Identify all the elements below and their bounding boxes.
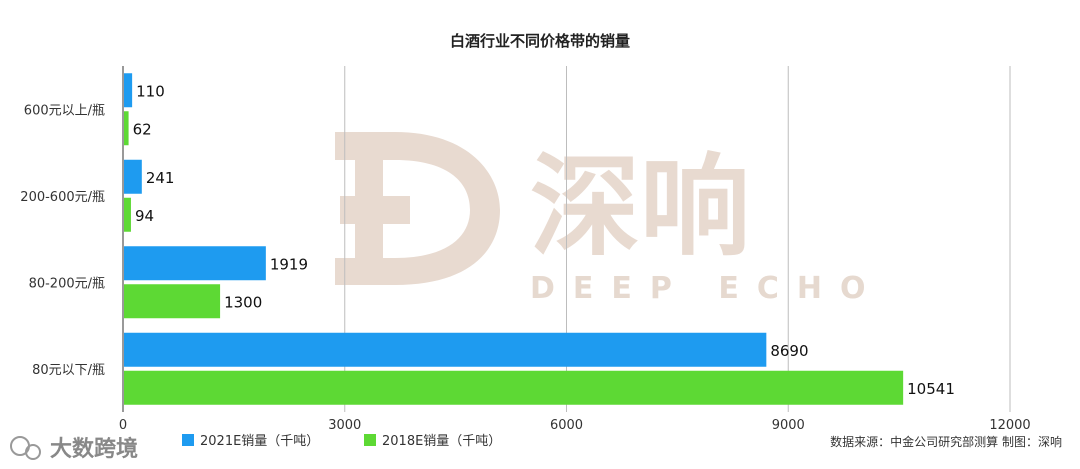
data-label: 110 [136,82,165,100]
category-label: 80元以下/瓶 [32,363,105,378]
bar-2021 [124,246,266,281]
wechat-logo-icon [10,436,41,460]
deep-echo-logo-icon [335,132,500,285]
data-label: 94 [135,207,154,225]
bar-2021 [124,159,142,194]
category-label: 200-600元/瓶 [20,190,105,205]
bar-2018 [124,111,129,146]
legend-swatch-2018 [364,434,376,446]
corner-watermark-text: 大数跨境 [50,436,138,462]
category-label: 80-200元/瓶 [29,276,105,291]
bar-2018 [124,284,221,319]
data-label: 1300 [224,293,262,311]
x-tick-label: 6000 [550,418,583,433]
x-tick-labels: 0 3000 6000 9000 12000 [119,418,1031,433]
bar-2021 [124,332,767,367]
data-labels: 110 62 241 94 1919 1300 8690 10541 [133,82,955,398]
x-tick-label: 0 [119,418,127,433]
data-label: 8690 [770,342,808,360]
data-label: 241 [146,169,175,187]
bar-2018 [124,370,904,405]
watermark-brand-cn: 深响 [530,143,750,271]
data-label: 62 [133,120,152,138]
watermark-brand-en: DEEP ECHO [530,271,883,306]
corner-watermark: 大数跨境 [10,436,138,462]
data-label: 1919 [270,255,308,273]
bars [124,73,904,405]
category-label: 600元以上/瓶 [24,103,105,118]
legend-label-2021: 2021E销量（千吨） [200,434,319,449]
chart-title: 白酒行业不同价格带的销量 [450,32,630,50]
bar-2018 [124,197,131,232]
legend: 2021E销量（千吨） 2018E销量（千吨） [182,434,501,449]
legend-label-2018: 2018E销量（千吨） [382,434,501,449]
legend-swatch-2021 [182,434,194,446]
category-labels: 600元以上/瓶 200-600元/瓶 80-200元/瓶 80元以下/瓶 [20,103,105,378]
bar-2021 [124,73,133,108]
deep-echo-watermark: 深响 DEEP ECHO [335,132,883,306]
x-tick-label: 12000 [989,418,1030,433]
data-label: 10541 [907,380,955,398]
x-tick-label: 3000 [328,418,361,433]
source-note: 数据来源：中金公司研究部测算 制图：深响 [830,434,1062,449]
x-tick-label: 9000 [772,418,805,433]
